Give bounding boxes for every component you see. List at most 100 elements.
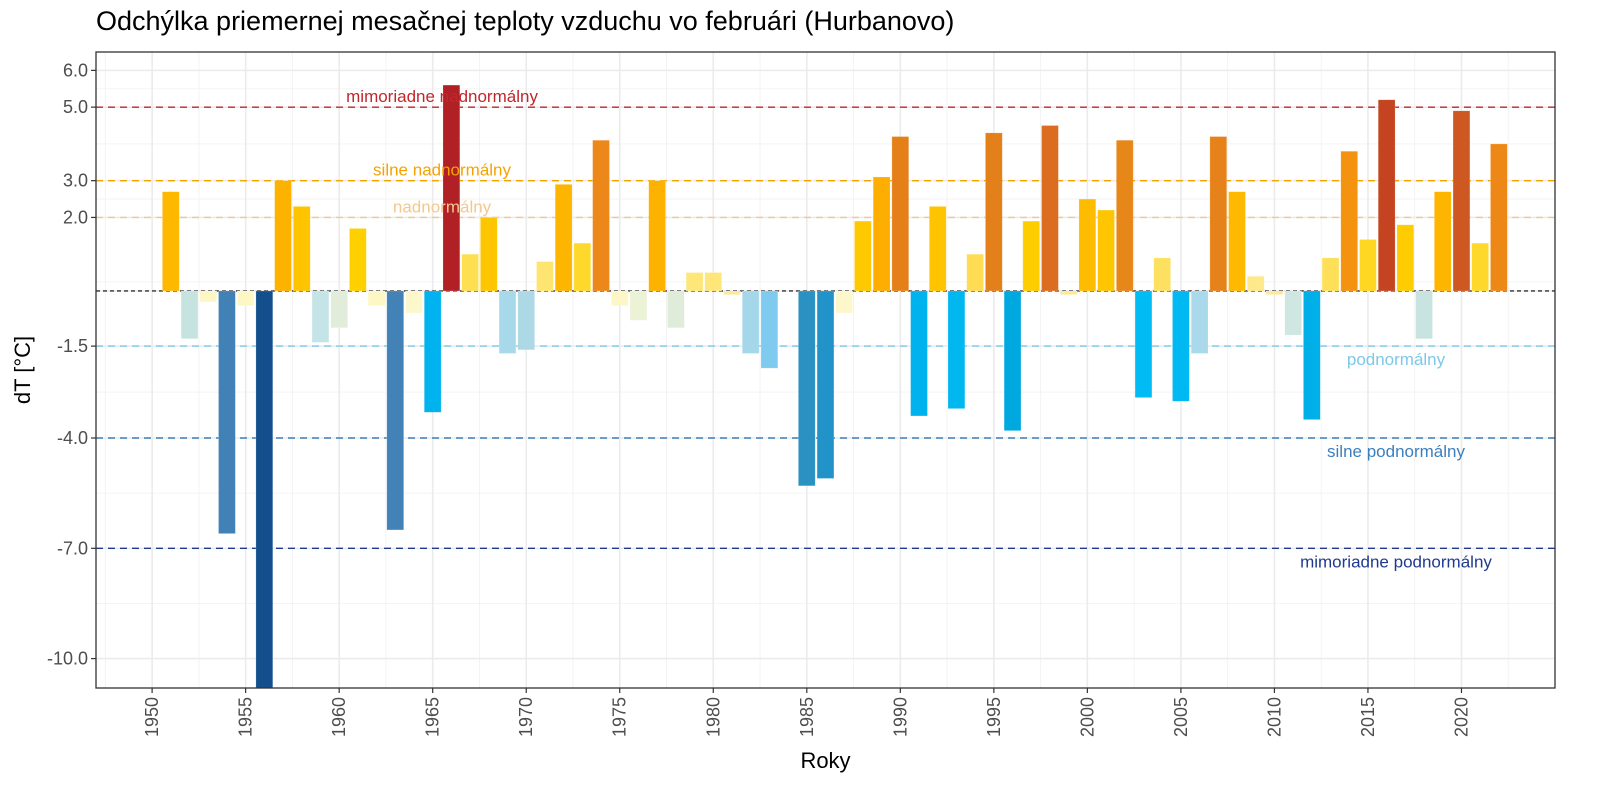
x-tick-label: 2020 [1451,697,1471,737]
bar-2018 [1415,290,1433,340]
bar-1964 [405,290,423,314]
bar-2005 [1172,290,1190,402]
bar-1972 [554,184,573,292]
bar-2010 [1265,290,1284,295]
bar-2002 [1116,139,1134,292]
bar-1965 [423,290,442,413]
x-tick-label: 1980 [703,697,723,737]
bar-1959 [311,290,330,343]
bar-1956 [255,290,274,689]
bar-1980 [704,272,722,292]
bar-1951 [162,191,180,292]
bar-1975 [611,290,629,306]
bar-2019 [1434,191,1452,292]
bar-1994 [966,253,984,292]
bar-2014 [1340,150,1358,292]
bar-2013 [1321,257,1340,292]
bar-1979 [685,272,704,292]
x-tick-label: 2015 [1358,697,1378,737]
reference-label: mimoriadne nadnormálny [346,87,538,106]
x-tick-label: 1985 [797,697,817,737]
x-tick-label: 1975 [610,697,630,737]
x-axis: 1950 1955 1960 1965 1970 1975 1980 1985 1990 1995… [142,688,1471,737]
bar-1999 [1059,290,1078,295]
bar-1961 [349,228,367,292]
bar-1957 [274,180,292,292]
bar-2008 [1228,191,1246,292]
bar-2017 [1396,224,1415,292]
bar-1983 [760,290,779,369]
bar-1969 [498,290,517,354]
x-tick-label: 1990 [890,697,910,737]
bar-1981 [723,290,741,295]
bar-2009 [1247,275,1265,292]
bar-2012 [1303,290,1321,420]
x-tick-label: 2010 [1264,697,1284,737]
bar-1958 [293,206,311,292]
bar-1986 [816,290,835,479]
bar-1977 [648,180,666,292]
bar-1963 [386,290,404,531]
reference-label: podnormálny [1347,350,1446,369]
bar-1992 [929,206,947,292]
reference-labels: mimoriadne nadnormálny silne nadnormálny n… [346,87,1492,571]
y-tick-label: 6.0 [63,60,88,80]
y-tick-label: 3.0 [63,171,88,191]
y-axis: 6.0 5.0 3.0 2.0 -1.5 -4.0 -7.0 -10.0 [47,60,96,669]
bar-2001 [1097,209,1115,292]
bar-1982 [741,290,760,354]
y-axis-title: dT [°C] [10,336,35,404]
bar-2022 [1490,143,1508,292]
plot-border [95,51,1556,689]
bar-1955 [236,290,255,306]
bar-1988 [854,220,872,292]
y-tick-label: -1.5 [57,336,88,356]
bar-1962 [367,290,386,306]
bar-1995 [985,132,1003,292]
bar-2007 [1209,136,1228,292]
reference-label: silne nadnormálny [373,161,511,180]
x-tick-label: 1995 [984,697,1004,737]
bar-1968 [480,217,498,292]
bar-1973 [573,242,592,292]
bars [162,84,1508,689]
bar-2016 [1377,99,1396,292]
y-tick-label: 2.0 [63,207,88,227]
bar-1978 [667,290,685,329]
bar-1966 [442,84,461,292]
bar-2006 [1190,290,1209,354]
x-tick-label: 1950 [142,697,162,737]
bar-1967 [461,253,479,292]
x-tick-label: 2000 [1077,697,1097,737]
bar-1952 [180,290,199,340]
x-tick-label: 2005 [1171,697,1191,737]
reference-label: mimoriadne podnormálny [1300,552,1492,571]
bar-2000 [1078,198,1097,292]
bar-1954 [218,290,236,534]
bar-1989 [872,176,891,292]
bar-1997 [1022,220,1040,292]
bar-1974 [592,139,610,292]
x-tick-label: 1965 [423,697,443,737]
bar-1998 [1041,125,1059,292]
bar-1987 [835,290,853,314]
chart-title: Odchýlka priemernej mesačnej teploty vzd… [96,6,955,36]
bar-1991 [910,290,928,417]
bar-2003 [1134,290,1153,398]
bar-2021 [1471,242,1489,292]
bar-1971 [536,261,554,292]
reference-label: nadnormálny [393,197,492,216]
x-tick-label: 1955 [236,697,256,737]
bar-1976 [629,290,648,321]
y-tick-label: -7.0 [57,538,88,558]
bar-1960 [330,290,348,329]
y-tick-label: 5.0 [63,97,88,117]
bar-2015 [1359,239,1377,292]
x-tick-label: 1960 [329,697,349,737]
bar-1990 [891,136,910,292]
bar-1953 [199,290,217,303]
bar-1970 [517,290,535,351]
bar-2004 [1153,257,1171,292]
x-tick-label: 1970 [516,697,536,737]
